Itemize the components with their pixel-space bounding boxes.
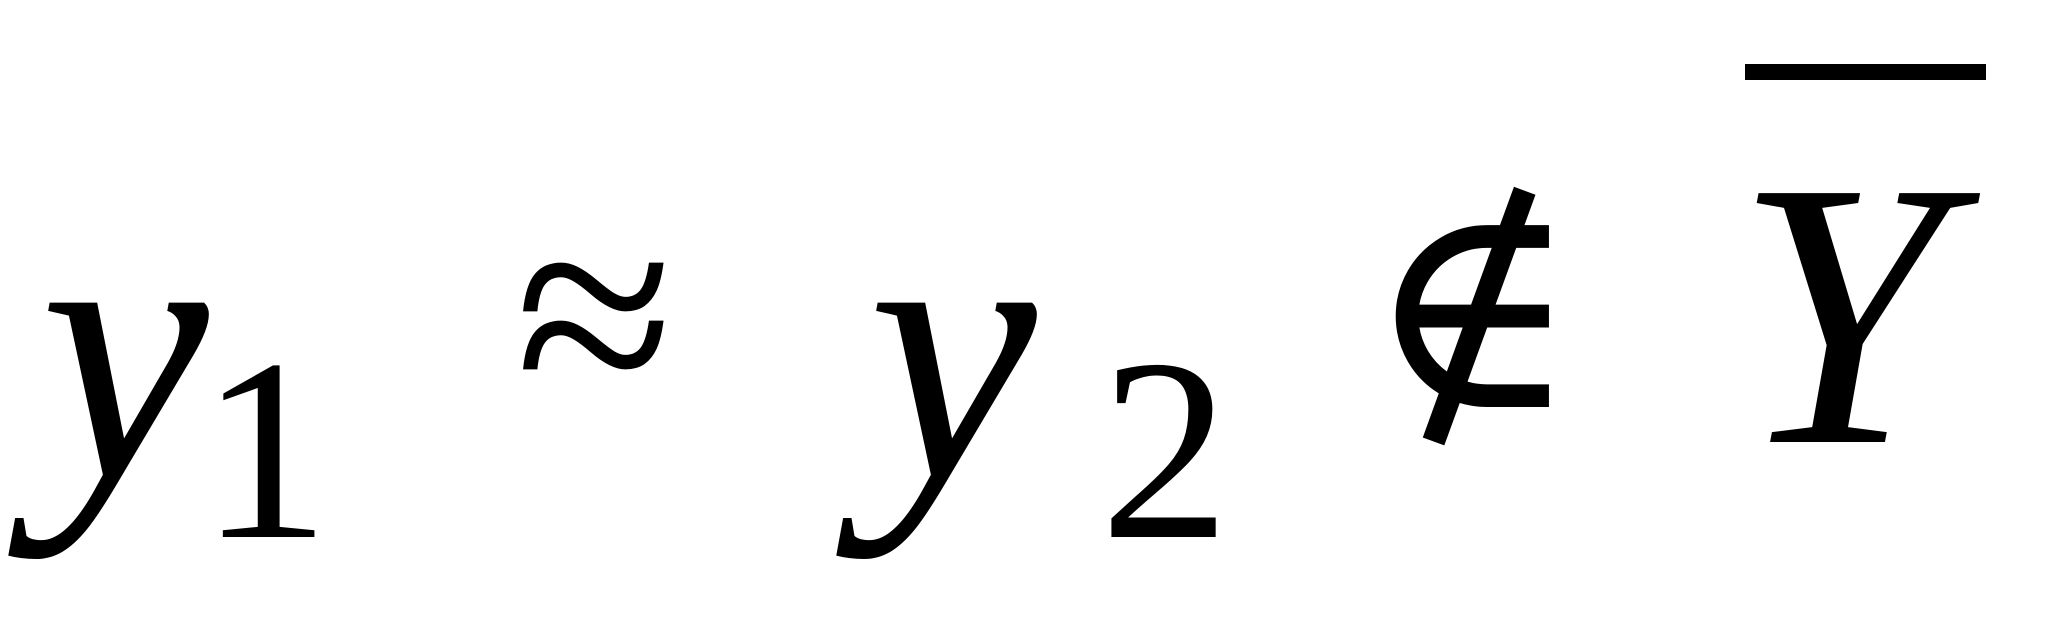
not-element-of-symbol: ∉ <box>1365 149 1580 470</box>
overline-bar <box>1745 64 1986 80</box>
variable-y2-base: y <box>868 139 1037 560</box>
subscript-1: 1 <box>200 306 330 594</box>
variable-y1-base: y <box>40 139 209 560</box>
set-Y-symbol: Y <box>1735 104 1947 525</box>
subscript-2: 2 <box>1100 306 1230 594</box>
approx-symbol: ≈ <box>515 154 675 475</box>
